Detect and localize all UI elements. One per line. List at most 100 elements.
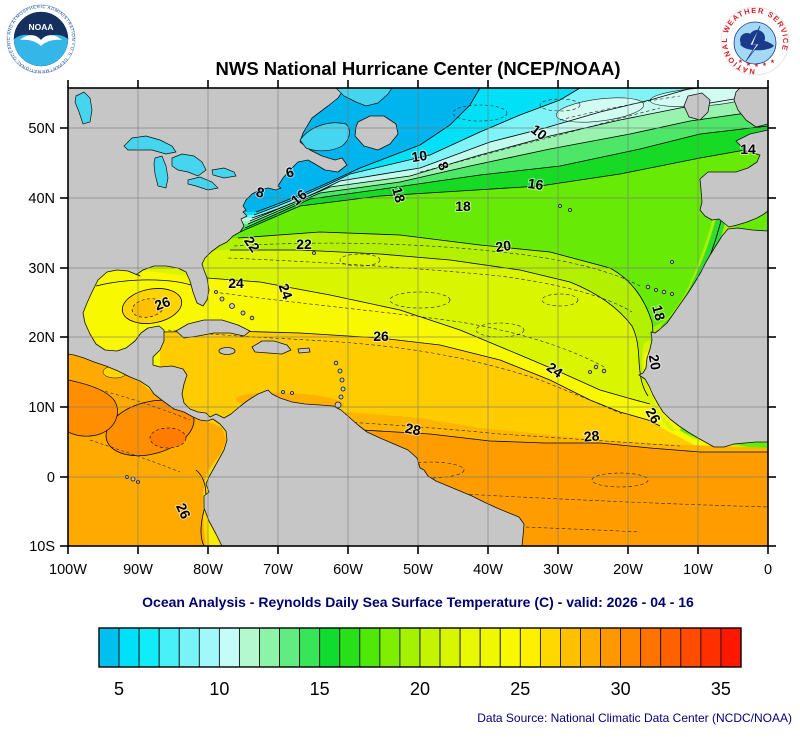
colorbar-cell (359, 627, 381, 668)
contour-value-label: 18 (455, 198, 471, 214)
colorbar-cell (640, 627, 662, 668)
lake-michigan (153, 155, 169, 189)
y-axis-tick-label: 40N (28, 191, 55, 207)
pacific-region (68, 352, 232, 546)
colorbar-cell (259, 627, 280, 668)
land-americas (68, 88, 525, 546)
colorbar-cell (720, 627, 742, 668)
colorbar-cell (118, 627, 140, 668)
colorbar-cell (660, 627, 682, 668)
x-axis-tick-label: 90W (123, 562, 153, 578)
x-axis-tick-label: 30W (543, 562, 573, 578)
landmasses (68, 88, 768, 546)
x-axis-tick-label: 40W (473, 562, 503, 578)
contour-value-label: 22 (296, 236, 312, 252)
colorbar-cell (379, 627, 401, 668)
colorbar-cell (479, 627, 501, 668)
x-axis-tick-label: 100W (49, 562, 87, 578)
y-axis-tick-label: 10S (29, 539, 55, 555)
colorbar-cell (198, 627, 220, 668)
colorbar-labels: 5 10 15 20 25 30 35 (114, 679, 731, 699)
svg-text:★: ★ (738, 58, 743, 65)
land-britain (733, 88, 768, 128)
contour-value-label: 26 (152, 293, 172, 313)
svg-text:★: ★ (754, 62, 759, 69)
x-axis-tick-label: 10W (683, 562, 713, 578)
lake-winnipeg (74, 91, 93, 125)
svg-text:★: ★ (746, 61, 751, 68)
x-axis-tick-label: 80W (193, 562, 223, 578)
y-axis-tick-label: 10N (28, 400, 55, 416)
nws-lightning-icon (745, 25, 761, 62)
colorbar-cell (279, 627, 301, 668)
colorbar-cell (499, 627, 521, 668)
colorbar-cell (299, 627, 321, 668)
contour-value-label: 24 (228, 275, 244, 291)
nws-logo: NATIONAL WEATHER SERVICE ★ ★ ★ ★ ★ (720, 6, 790, 76)
contour-value-label: 18 (649, 303, 669, 322)
x-axis-tick-label: 50W (403, 562, 433, 578)
gulf-of-st-lawrence (299, 122, 350, 152)
x-axis-tick-label: 20W (613, 562, 643, 578)
x-axis-labels: 100W 90W 80W 70W 60W 50W 40W 30W 20W 10W 0 (49, 562, 772, 578)
contour-value-label: 26 (173, 500, 194, 521)
contour-value-label: 28 (583, 427, 600, 444)
colorbar-tick-label: 35 (711, 679, 731, 699)
colorbar-cell (519, 627, 541, 668)
colorbar-cell (459, 627, 481, 668)
y-axis-tick-label: 30N (28, 261, 55, 277)
contour-value-label: 28 (404, 420, 423, 439)
lake-erie (187, 176, 219, 191)
lake-huron (171, 153, 207, 177)
colorbar-tick-label: 30 (611, 679, 631, 699)
land-france-iberia (699, 129, 768, 228)
colorbar-cell (158, 627, 180, 668)
colorbar-cell (620, 627, 642, 668)
data-source-note: Data Source: National Climatic Data Cent… (477, 711, 792, 725)
nws-stars: ★ ★ ★ ★ ★ (738, 58, 775, 69)
noaa-wordmark: NOAA (28, 22, 53, 32)
colorbar-cell (580, 627, 601, 668)
map-canvas (68, 88, 768, 546)
map-grid (68, 88, 768, 546)
y-axis-tick-label: 0 (47, 470, 55, 486)
lake-ontario (211, 167, 237, 179)
contour-value-label: 14 (740, 141, 756, 157)
land-cuba (175, 319, 251, 339)
land-jamaica (218, 347, 236, 355)
colorbar-cell (239, 627, 260, 668)
colorbar-cell (680, 627, 702, 668)
noaa-logo: NATIONAL OCEANIC AND ATMOSPHERIC ADMINIS… (0, 0, 76, 74)
hudson-bay-inlet (335, 88, 393, 107)
contour-value-label: 10 (410, 147, 428, 165)
colorbar-cell (98, 627, 120, 668)
contour-value-label: 20 (646, 353, 664, 371)
colorbar-cell (419, 627, 441, 668)
map-caption: Ocean Analysis - Reynolds Daily Sea Surf… (142, 594, 694, 610)
y-axis-labels: 50N 40N 30N 20N 10N 0 10S (28, 121, 55, 555)
colorbar-tick-label: 25 (510, 679, 530, 699)
axis-ticks (60, 80, 776, 554)
colorbar-cell (138, 627, 160, 668)
noaa-bird-icon (20, 35, 62, 46)
contour-value-label: 24 (276, 281, 296, 301)
y-axis-tick-label: 20N (28, 330, 55, 346)
land-puerto-rico (297, 347, 311, 354)
colorbar-cell (178, 627, 200, 668)
colorbar-tick-label: 5 (114, 679, 124, 699)
contour-value-label: 16 (527, 175, 545, 193)
land-hispaniola (251, 340, 292, 355)
lake-superior (123, 135, 177, 155)
colorbar-tick-label: 20 (410, 679, 430, 699)
colorbar (98, 627, 742, 668)
colorbar-cell (439, 627, 461, 668)
x-axis-tick-label: 70W (263, 562, 293, 578)
contour-value-label: 20 (494, 237, 512, 255)
gulf-of-mexico-eddy (121, 288, 183, 324)
colorbar-cell (560, 627, 581, 668)
land-ireland (683, 92, 711, 121)
noaa-sea (14, 34, 68, 66)
